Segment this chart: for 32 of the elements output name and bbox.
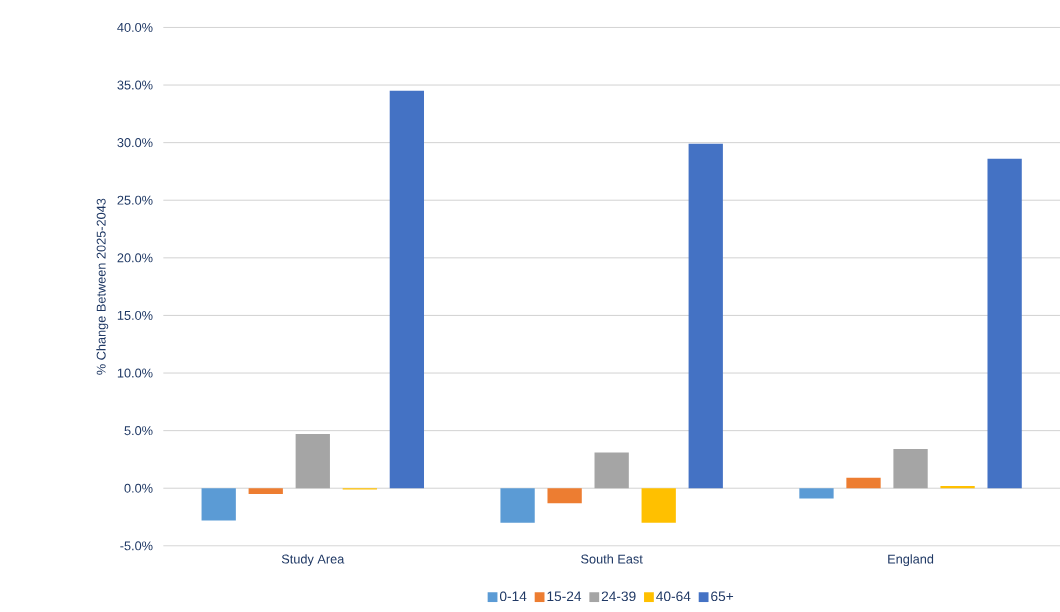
y-tick-label: 5.0% — [124, 425, 153, 435]
bar — [987, 158, 1022, 488]
bar — [389, 90, 425, 488]
y-tick-label: 30.0% — [117, 137, 153, 147]
legend-label: 65+ — [711, 591, 734, 601]
y-tick-label: 35.0% — [117, 80, 153, 90]
bar — [547, 488, 582, 503]
x-tick-label: Study Area — [281, 553, 345, 566]
bar — [846, 477, 881, 488]
y-tick-label: 10.0% — [117, 368, 153, 378]
bar — [641, 488, 676, 523]
y-tick-label: 0.0% — [124, 483, 153, 493]
y-tick-label: -5.0% — [120, 541, 153, 551]
bar — [248, 488, 283, 494]
bar — [500, 488, 535, 523]
bar — [799, 488, 834, 499]
bar — [594, 452, 629, 488]
legend-label: 0-14 — [499, 591, 527, 601]
y-tick-label: 15.0% — [117, 310, 153, 320]
bar — [201, 488, 236, 521]
y-axis-title: % Change Between 2025-2043 — [96, 198, 109, 375]
x-tick-label: England — [888, 553, 934, 566]
bar — [688, 143, 723, 488]
legend-label: 24-39 — [601, 591, 636, 601]
y-tick-label: 25.0% — [117, 195, 153, 205]
legend-label: 40-64 — [656, 591, 691, 601]
bar — [893, 448, 928, 488]
legend-label: 15-24 — [547, 591, 582, 601]
y-tick-label: 20.0% — [117, 253, 153, 263]
y-tick-label: 40.0% — [117, 22, 153, 32]
x-tick-label: South East — [581, 553, 643, 564]
bar — [295, 433, 330, 488]
